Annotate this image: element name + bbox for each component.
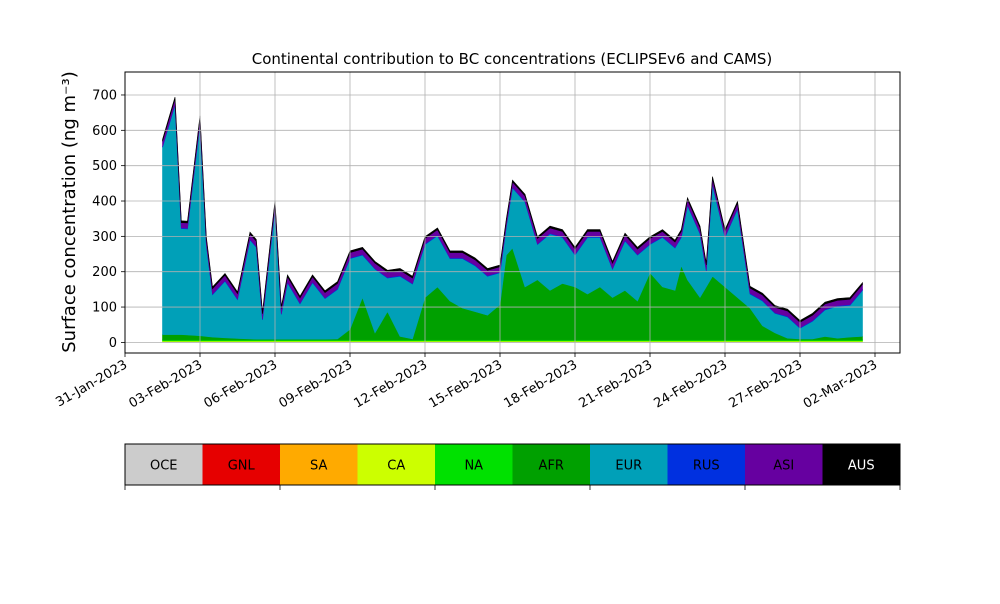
x-tick-label: 06-Feb-2023 [201,357,280,411]
x-tick-label: 15-Feb-2023 [426,357,505,411]
legend-swatch-gnl [202,444,280,485]
legend-label-rus: RUS [693,459,720,474]
legend-swatch-asi [745,444,823,485]
legend-swatch-oce [125,444,203,485]
legend-swatch-ca [357,444,435,485]
legend-label-aus: AUS [848,459,875,474]
x-tick-label: 31-Jan-2023 [53,357,130,410]
x-tick-label: 02-Mar-2023 [801,357,880,411]
legend-swatch-na [435,444,513,485]
y-tick-label: 100 [92,301,117,316]
x-tick-label: 03-Feb-2023 [126,357,205,411]
legend-swatch-eur [590,444,668,485]
y-tick-label: 600 [92,124,117,139]
legend-label-ca: CA [387,459,405,474]
legend-swatch-rus [667,444,745,485]
plot-frame [124,71,901,354]
legend-swatch-afr [512,444,590,485]
area-series-aus [162,97,863,323]
legend-label-oce: OCE [150,459,178,474]
y-tick-label: 300 [92,230,117,245]
legend-frame [124,443,901,486]
legend: OCE GNL SA CA NA AFR EUR RUS ASI AUS [124,443,901,490]
x-tick-label: 24-Feb-2023 [651,357,730,411]
legend-label-sa: SA [310,459,327,474]
x-tick-label: 21-Feb-2023 [576,357,655,411]
legend-swatch-aus [822,444,900,485]
legend-swatch-sa [280,444,358,485]
y-tick-label: 200 [92,265,117,280]
legend-label-afr: AFR [539,459,564,474]
x-tick-label: 12-Feb-2023 [351,357,430,411]
legend-label-eur: EUR [615,459,642,474]
y-tick-label: 500 [92,159,117,174]
legend-label-na: NA [464,459,483,474]
plot-area: 31-Jan-202303-Feb-202306-Feb-202309-Feb-… [53,71,901,412]
x-tick-label: 09-Feb-2023 [276,357,355,411]
legend-label-gnl: GNL [228,459,256,474]
legend-label-asi: ASI [773,459,794,474]
y-axis-label: Surface concentration (ng m⁻³) [59,71,80,353]
chart-title: Continental contribution to BC concentra… [252,50,773,68]
y-tick-label: 400 [92,195,117,210]
y-tick-label: 0 [109,336,117,351]
x-tick-label: 27-Feb-2023 [726,357,805,411]
x-tick-label: 18-Feb-2023 [501,357,580,411]
y-tick-label: 700 [92,88,117,103]
